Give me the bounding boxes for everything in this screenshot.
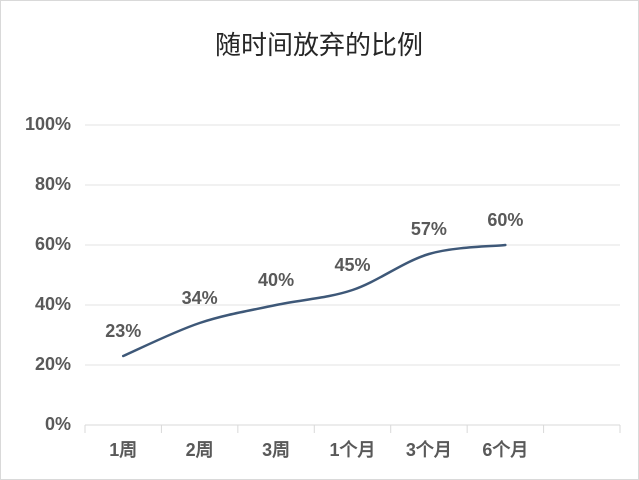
y-tick-label: 20%	[35, 354, 71, 374]
line	[121, 243, 507, 358]
y-tick-label: 100%	[25, 114, 71, 134]
x-tick-label: 6个月	[482, 439, 528, 460]
data-label: 45%	[334, 255, 370, 275]
x-tick-label: 3周	[262, 440, 290, 460]
x-tick-label: 1个月	[329, 439, 375, 460]
chart-title: 随时间放弃的比例	[215, 30, 423, 60]
y-tick-label: 0%	[45, 414, 71, 434]
x-tick-label: 1周	[109, 440, 137, 460]
x-tick-label: 2周	[186, 440, 214, 460]
y-tick-label: 60%	[35, 234, 71, 254]
y-tick-label: 80%	[35, 174, 71, 194]
x-tick-label: 3个月	[406, 439, 452, 460]
data-label: 60%	[487, 210, 523, 230]
data-label: 23%	[105, 321, 141, 341]
y-tick-label: 40%	[35, 294, 71, 314]
data-label: 57%	[411, 219, 447, 239]
data-label: 34%	[182, 288, 218, 308]
data-label: 40%	[258, 270, 294, 290]
